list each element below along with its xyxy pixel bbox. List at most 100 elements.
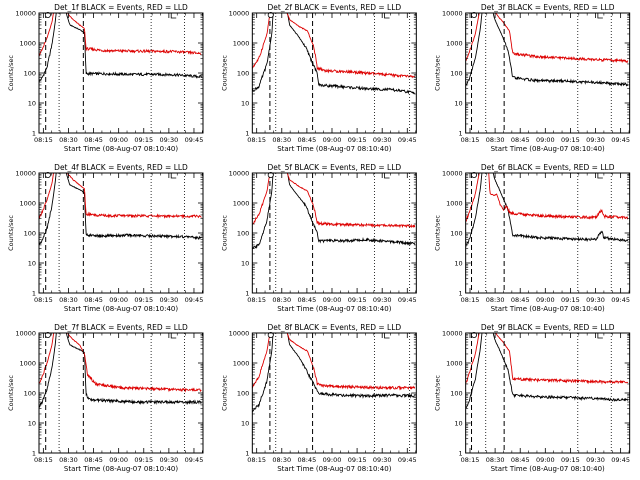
events-series-line <box>252 13 415 95</box>
lld-series-line <box>252 13 416 79</box>
x-tick-label: 08:45 <box>84 136 103 144</box>
x-tick-label: 09:15 <box>561 296 580 304</box>
x-tick-label: 09:30 <box>159 456 178 464</box>
x-axis-label: Start Time (08-Aug-07 08:10:40) <box>277 305 391 313</box>
x-tick-label: 09:00 <box>536 296 555 304</box>
x-axis-label: Start Time (08-Aug-07 08:10:40) <box>277 145 391 153</box>
x-tick-label: 09:45 <box>185 456 204 464</box>
x-tick-label: 09:00 <box>109 296 128 304</box>
x-tick-label: 09:30 <box>159 136 178 144</box>
x-tick-label: 08:30 <box>59 296 78 304</box>
series-group <box>465 333 629 409</box>
chart-title: Det_3f BLACK = Events, RED = LLD <box>481 3 615 12</box>
x-tick-label: 09:00 <box>109 456 128 464</box>
x-tick-label: 09:15 <box>348 136 367 144</box>
x-tick-label: 09:15 <box>134 136 153 144</box>
y-tick-label: 1 <box>32 130 36 138</box>
chart-panel-6: Det_6f BLACK = Events, RED = LLD 1 10 100 10… <box>434 163 631 313</box>
x-axis-label: Start Time (08-Aug-07 08:10:40) <box>277 465 391 473</box>
y-tick-label: 1 <box>459 130 463 138</box>
y-tick-label: 100 <box>24 70 36 78</box>
y-tick-label: 10000 <box>442 170 463 178</box>
y-tick-label: 1000 <box>19 200 36 208</box>
x-tick-label: 08:15 <box>247 136 266 144</box>
events-series-line <box>465 13 629 87</box>
y-tick-label: 10000 <box>15 170 36 178</box>
x-tick-label: 09:45 <box>398 136 417 144</box>
y-tick-label: 10 <box>454 420 462 428</box>
y-tick-label: 10 <box>241 260 249 268</box>
peak-marker <box>44 11 51 18</box>
events-series-line <box>39 173 202 246</box>
y-tick-label: 1000 <box>233 40 250 48</box>
y-axis-label: Counts/sec <box>220 375 228 411</box>
events-series-line <box>465 333 629 409</box>
chart-title: Det_9f BLACK = Events, RED = LLD <box>481 323 615 332</box>
x-tick-label: 09:30 <box>373 136 392 144</box>
chart-title: Det_1f BLACK = Events, RED = LLD <box>54 3 188 12</box>
x-axis-label: Start Time (08-Aug-07 08:10:40) <box>491 465 605 473</box>
y-tick-label: 1000 <box>233 200 250 208</box>
peak-marker <box>471 171 478 178</box>
x-tick-label: 09:45 <box>611 136 630 144</box>
x-tick-label: 09:00 <box>323 296 342 304</box>
y-axis-label: Counts/sec <box>7 375 15 411</box>
lld-series-line <box>39 333 202 393</box>
series-group <box>252 173 416 250</box>
corner-mark <box>384 333 390 339</box>
chart-title: Det_8f BLACK = Events, RED = LLD <box>268 323 402 332</box>
plot-frame <box>38 172 204 294</box>
x-tick-label: 08:45 <box>511 456 530 464</box>
x-tick-label: 08:45 <box>84 296 103 304</box>
corner-mark <box>170 13 177 19</box>
y-tick-label: 1 <box>245 290 249 298</box>
plot-frame <box>251 172 417 294</box>
x-tick-label: 08:15 <box>34 136 53 144</box>
corner-mark <box>597 173 603 179</box>
corner-mark <box>384 173 390 179</box>
y-tick-label: 1000 <box>19 40 36 48</box>
x-tick-label: 08:30 <box>486 136 505 144</box>
x-tick-label: 08:30 <box>486 456 505 464</box>
chart-panel-1: Det_1f BLACK = Events, RED = LLD 1 10 100 10… <box>7 3 204 153</box>
x-tick-label: 09:15 <box>348 296 367 304</box>
y-tick-label: 10000 <box>229 330 250 338</box>
x-tick-label: 09:00 <box>536 456 555 464</box>
lld-series-line <box>39 13 202 57</box>
x-tick-label: 09:30 <box>586 456 605 464</box>
x-tick-label: 09:30 <box>159 296 178 304</box>
y-tick-label: 10000 <box>15 330 36 338</box>
x-tick-label: 09:00 <box>323 456 342 464</box>
y-axis-label: Counts/sec <box>434 55 442 91</box>
chart-panel-3: Det_3f BLACK = Events, RED = LLD 1 10 100 10… <box>434 3 631 153</box>
x-tick-label: 08:15 <box>461 456 480 464</box>
y-tick-label: 100 <box>237 230 249 238</box>
y-tick-label: 1 <box>459 290 463 298</box>
corner-mark <box>597 333 603 339</box>
y-tick-label: 1 <box>459 450 463 458</box>
events-series-line <box>252 173 416 250</box>
x-tick-label: 09:00 <box>536 136 555 144</box>
x-tick-label: 09:15 <box>134 456 153 464</box>
x-tick-label: 09:30 <box>373 296 392 304</box>
corner-mark <box>384 13 390 19</box>
y-tick-label: 1000 <box>446 360 463 368</box>
y-axis-label: Counts/sec <box>220 215 228 251</box>
x-tick-label: 08:45 <box>298 456 317 464</box>
x-tick-label: 09:15 <box>134 296 153 304</box>
corner-mark <box>170 333 177 339</box>
y-axis-label: Counts/sec <box>220 55 228 91</box>
x-tick-label: 09:30 <box>586 136 605 144</box>
chart-title: Det_2f BLACK = Events, RED = LLD <box>268 3 402 12</box>
x-tick-label: 09:15 <box>348 456 367 464</box>
y-tick-label: 10 <box>241 100 249 108</box>
chart-panel-2: Det_2f BLACK = Events, RED = LLD 1 10 100 10… <box>220 3 417 153</box>
chart-title: Det_5f BLACK = Events, RED = LLD <box>268 163 402 172</box>
y-tick-label: 100 <box>24 230 36 238</box>
chart-title: Det_6f BLACK = Events, RED = LLD <box>481 163 615 172</box>
y-tick-label: 10 <box>241 420 249 428</box>
lld-series-line <box>39 173 202 220</box>
chart-panel-7: Det_7f BLACK = Events, RED = LLD 1 10 100 10… <box>7 323 204 473</box>
chart-panel-5: Det_5f BLACK = Events, RED = LLD 1 10 100 10… <box>220 163 417 313</box>
x-tick-label: 08:30 <box>272 136 291 144</box>
